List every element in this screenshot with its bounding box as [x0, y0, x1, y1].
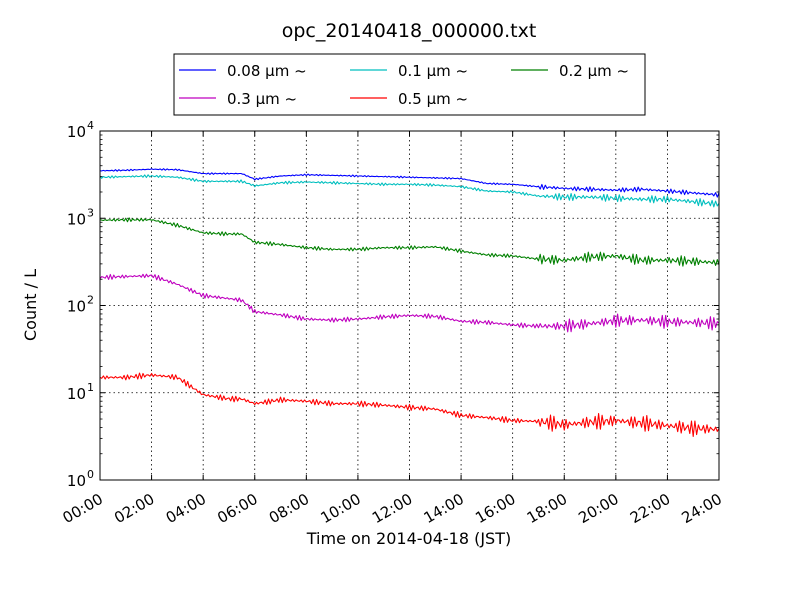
- x-tick-label: 12:00: [369, 490, 415, 527]
- x-tick-label: 04:00: [163, 490, 209, 527]
- series-line-2: [99, 174, 720, 208]
- y-tick-label: 10: [67, 385, 86, 403]
- y-tick-exponent: 3: [87, 206, 94, 219]
- y-tick-exponent: 1: [87, 381, 94, 394]
- y-axis-label: Count / L: [21, 269, 40, 341]
- legend-box: [173, 53, 646, 116]
- legend-label: 0.08 μm ~: [227, 62, 307, 80]
- legend-label: 0.5 μm ~: [398, 90, 468, 108]
- grid: [100, 131, 719, 480]
- y-tick-exponent: 2: [87, 294, 94, 307]
- x-tick-label: 18:00: [524, 490, 570, 527]
- series-line-1: [99, 168, 720, 198]
- series-group: [99, 168, 720, 437]
- chart-title: opc_20140418_000000.txt: [282, 20, 537, 42]
- plot-frame: [99, 130, 720, 481]
- x-tick-label: 24:00: [679, 490, 725, 527]
- x-tick-label: 22:00: [627, 490, 673, 527]
- x-tick-label: 00:00: [60, 490, 106, 527]
- x-tick-label: 20:00: [575, 490, 621, 527]
- x-tick-label: 02:00: [111, 490, 157, 527]
- y-tick-label: 10: [67, 298, 86, 316]
- y-tick-label: 10: [67, 123, 86, 141]
- tick-marks: [99, 130, 720, 481]
- legend: 0.08 μm ~ 0.1 μm ~ 0.2 μm ~ 0.3 μm ~ 0.5 μm …: [173, 53, 646, 116]
- legend-label: 0.2 μm ~: [559, 62, 629, 80]
- x-tick-label: 06:00: [214, 490, 260, 527]
- legend-label: 0.3 μm ~: [227, 90, 297, 108]
- x-tick-labels: 00:00 02:00 04:00 06:00 08:00 10:00 12:00 14:00…: [60, 490, 725, 527]
- y-tick-label: 10: [67, 472, 86, 490]
- x-tick-label: 16:00: [472, 490, 518, 527]
- y-tick-exponent: 0: [87, 468, 94, 481]
- x-axis-label: Time on 2014-04-18 (JST): [306, 529, 511, 548]
- legend-label: 0.1 μm ~: [398, 62, 468, 80]
- series-line-5: [99, 372, 720, 437]
- y-tick-label: 10: [67, 210, 86, 228]
- x-tick-label: 14:00: [421, 490, 467, 527]
- series-line-3: [99, 217, 720, 267]
- x-tick-label: 08:00: [266, 490, 312, 527]
- series-line-4: [99, 273, 720, 333]
- y-tick-exponent: 4: [87, 119, 94, 132]
- x-tick-label: 10:00: [317, 490, 363, 527]
